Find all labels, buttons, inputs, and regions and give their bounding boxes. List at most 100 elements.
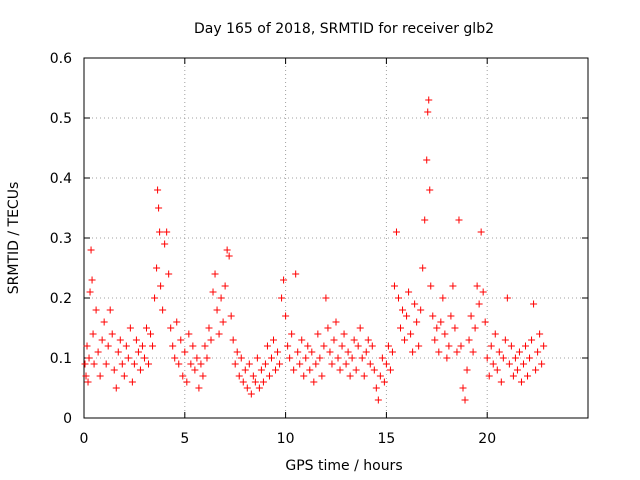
data-point bbox=[274, 348, 282, 356]
data-point bbox=[465, 336, 473, 344]
data-point bbox=[346, 372, 354, 380]
data-point bbox=[86, 288, 94, 296]
data-point bbox=[519, 360, 527, 368]
data-point bbox=[225, 252, 233, 260]
data-point bbox=[255, 384, 263, 392]
data-point bbox=[425, 96, 433, 104]
data-point bbox=[265, 372, 273, 380]
data-point bbox=[477, 228, 485, 236]
data-point bbox=[276, 360, 284, 368]
data-point bbox=[316, 354, 324, 362]
data-point bbox=[536, 330, 544, 338]
data-point bbox=[136, 366, 144, 374]
data-point bbox=[320, 342, 328, 350]
data-point bbox=[288, 330, 296, 338]
data-point bbox=[415, 342, 423, 350]
data-point bbox=[233, 348, 241, 356]
data-point bbox=[191, 366, 199, 374]
data-point bbox=[384, 342, 392, 350]
x-axis-label: GPS time / hours bbox=[285, 458, 402, 474]
data-point bbox=[185, 330, 193, 338]
data-point bbox=[142, 324, 150, 332]
data-point bbox=[483, 354, 491, 362]
data-point bbox=[215, 330, 223, 338]
data-point bbox=[538, 360, 546, 368]
data-point bbox=[358, 354, 366, 362]
data-point bbox=[451, 324, 459, 332]
data-point bbox=[292, 270, 300, 278]
data-point bbox=[437, 318, 445, 326]
data-point bbox=[145, 360, 153, 368]
data-point bbox=[156, 228, 164, 236]
data-point bbox=[479, 288, 487, 296]
data-point bbox=[177, 336, 185, 344]
data-point bbox=[388, 348, 396, 356]
data-point bbox=[302, 354, 310, 362]
data-point bbox=[503, 294, 511, 302]
data-point bbox=[153, 264, 161, 272]
data-point bbox=[431, 336, 439, 344]
data-point bbox=[298, 336, 306, 344]
data-point bbox=[376, 372, 384, 380]
data-point bbox=[419, 264, 427, 272]
chart-title: Day 165 of 2018, SRMTID for receiver glb… bbox=[194, 21, 494, 37]
data-point bbox=[489, 360, 497, 368]
data-point bbox=[231, 360, 239, 368]
data-point bbox=[421, 216, 429, 224]
data-point bbox=[374, 396, 382, 404]
data-point bbox=[326, 348, 334, 356]
data-point bbox=[257, 366, 265, 374]
data-point bbox=[493, 366, 501, 374]
y-axis-label: SRMTID / TECUs bbox=[6, 182, 22, 295]
data-points bbox=[81, 96, 548, 404]
data-point bbox=[243, 384, 251, 392]
data-point bbox=[112, 384, 120, 392]
data-point bbox=[312, 360, 320, 368]
data-point bbox=[195, 384, 203, 392]
data-point bbox=[505, 360, 513, 368]
data-point bbox=[310, 378, 318, 386]
data-point bbox=[397, 324, 405, 332]
data-point bbox=[511, 354, 519, 362]
data-point bbox=[253, 354, 261, 362]
data-point bbox=[171, 354, 179, 362]
data-point bbox=[154, 186, 162, 194]
data-point bbox=[443, 354, 451, 362]
data-point bbox=[423, 156, 431, 164]
data-point bbox=[324, 324, 332, 332]
data-point bbox=[455, 216, 463, 224]
data-point bbox=[411, 300, 419, 308]
data-point bbox=[378, 354, 386, 362]
data-point bbox=[219, 318, 227, 326]
x-tick-label: 5 bbox=[180, 431, 189, 447]
data-point bbox=[354, 342, 362, 350]
data-point bbox=[471, 324, 479, 332]
data-point bbox=[126, 324, 134, 332]
data-point bbox=[227, 312, 235, 320]
data-point bbox=[314, 330, 322, 338]
data-point bbox=[296, 360, 304, 368]
data-point bbox=[433, 324, 441, 332]
data-point bbox=[507, 342, 515, 350]
data-point bbox=[330, 336, 338, 344]
data-point bbox=[300, 372, 308, 380]
data-point bbox=[189, 342, 197, 350]
data-point bbox=[282, 312, 290, 320]
data-point bbox=[364, 336, 372, 344]
data-point bbox=[163, 228, 171, 236]
data-point bbox=[213, 306, 221, 314]
data-point bbox=[336, 366, 344, 374]
data-point bbox=[453, 348, 461, 356]
axis-ticks bbox=[83, 57, 588, 419]
data-point bbox=[201, 342, 209, 350]
data-point bbox=[183, 378, 191, 386]
data-point bbox=[223, 246, 231, 254]
data-point bbox=[370, 366, 378, 374]
data-point bbox=[84, 378, 92, 386]
y-tick-label: 0 bbox=[63, 411, 72, 427]
data-point bbox=[392, 228, 400, 236]
data-point bbox=[169, 342, 177, 350]
data-point bbox=[167, 324, 175, 332]
data-point bbox=[263, 342, 271, 350]
data-point bbox=[100, 318, 108, 326]
